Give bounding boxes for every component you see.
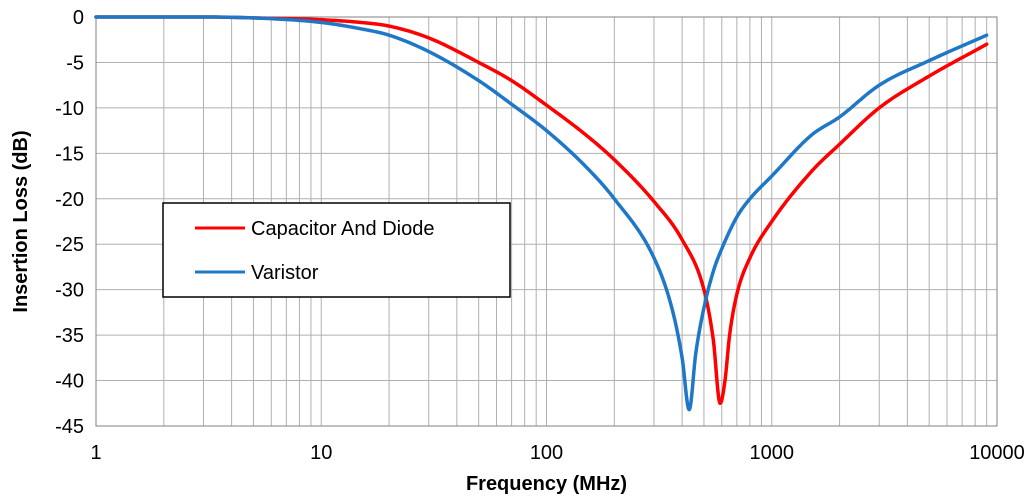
y-axis-tick-labels: 0 -5 -10 -15 -20 -25 -30 -35 -40 -45 — [55, 7, 84, 438]
y-tick-label: -35 — [55, 325, 84, 347]
series-line-capacitor-and-diode — [94, 15, 989, 406]
y-tick-label: -25 — [55, 234, 84, 256]
x-tick-label: 10 — [310, 442, 332, 464]
legend-label-varistor: Varistor — [251, 262, 319, 284]
y-tick-label: -20 — [55, 189, 84, 211]
x-axis-tick-labels: 1 10 100 1000 10000 — [90, 442, 1024, 464]
legend-box — [162, 202, 511, 298]
legend: Capacitor And Diode Varistor — [162, 202, 511, 298]
plot-area-border — [95, 16, 998, 427]
y-tick-label: 0 — [73, 7, 84, 29]
x-tick-label: 1000 — [750, 442, 795, 464]
x-tick-label: 1 — [90, 442, 101, 464]
series-line-varistor — [94, 15, 989, 412]
y-tick-label: -40 — [55, 371, 84, 393]
y-tick-label: -15 — [55, 143, 84, 165]
y-tick-label: -45 — [55, 416, 84, 438]
y-tick-label: -5 — [66, 52, 84, 74]
y-axis-title: Insertion Loss (dB) — [10, 130, 32, 312]
series-layer — [94, 15, 989, 412]
x-tick-label: 100 — [530, 442, 563, 464]
x-axis-title: Frequency (MHz) — [466, 473, 627, 495]
legend-label-capacitor-and-diode: Capacitor And Diode — [251, 218, 434, 240]
x-tick-label: 10000 — [969, 442, 1025, 464]
y-tick-label: -10 — [55, 98, 84, 120]
y-tick-label: -30 — [55, 280, 84, 302]
